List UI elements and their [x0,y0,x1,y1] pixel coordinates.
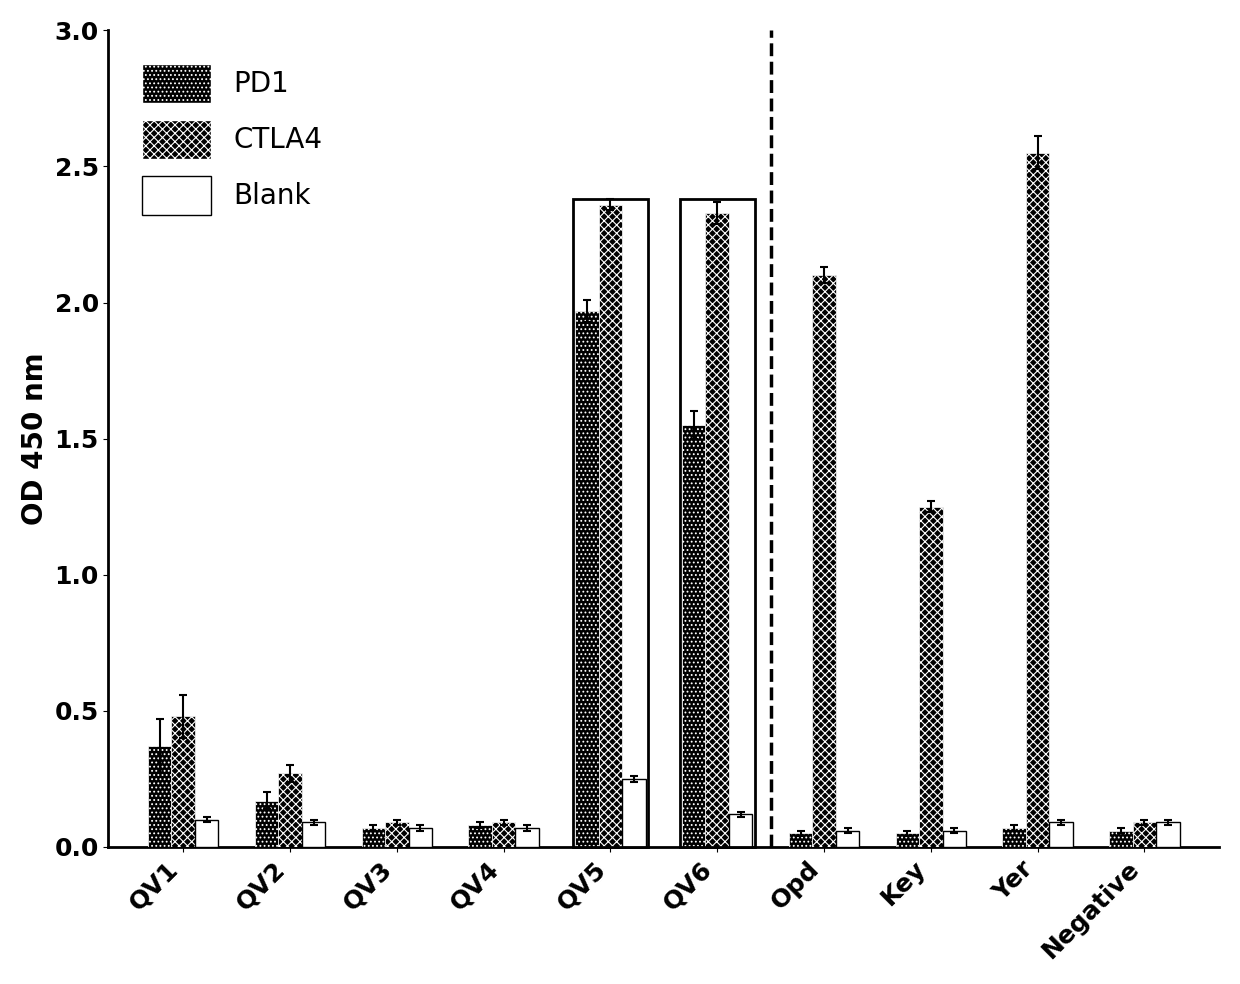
Bar [729,815,753,847]
Bar [301,823,325,847]
Y-axis label: OD 450 nm: OD 450 nm [21,352,48,524]
Bar [386,823,409,847]
Bar [278,773,301,847]
Bar [171,716,195,847]
Bar [836,830,859,847]
Bar [148,746,171,847]
Bar [254,801,278,847]
Bar [195,820,218,847]
Bar [680,199,755,847]
Bar [516,828,539,847]
Bar [895,833,919,847]
Bar [682,425,706,847]
Bar [1132,823,1156,847]
Bar [362,828,386,847]
Legend: PD1, CTLA4, Blank: PD1, CTLA4, Blank [130,52,334,226]
Bar [469,826,492,847]
Bar [1025,153,1049,847]
Bar [573,199,649,847]
Bar [789,833,812,847]
Bar [706,213,729,847]
Bar [1156,823,1179,847]
Bar [492,823,516,847]
Bar [599,205,622,847]
Bar [622,779,646,847]
Bar [575,311,599,847]
Bar [1109,830,1132,847]
Bar [409,828,432,847]
Bar [919,507,942,847]
Bar [812,276,836,847]
Bar [1002,828,1025,847]
Bar [942,830,966,847]
Bar [1049,823,1073,847]
